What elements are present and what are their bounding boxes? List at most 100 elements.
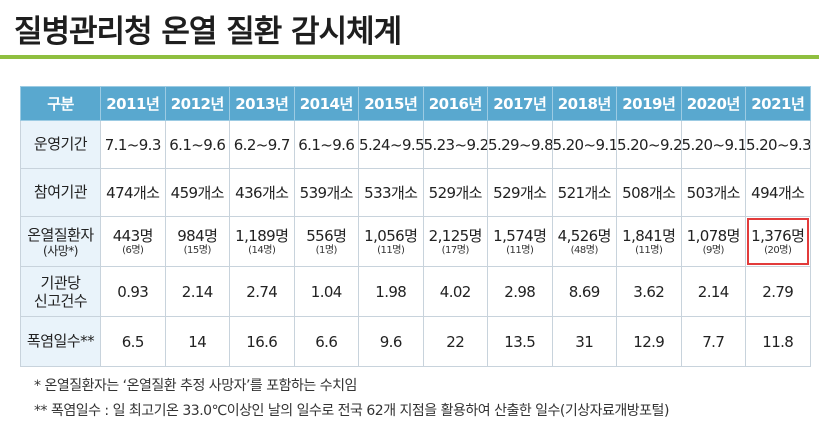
patient-count: 1,056명 xyxy=(364,226,418,245)
surveillance-table: 구분 2011년 2012년 2013년 2014년 2015년 2016년 2… xyxy=(20,86,811,367)
table-row-participating-institutions: 참여기관 474개소 459개소 436개소 539개소 533개소 529개소… xyxy=(20,168,811,217)
patient-count: 984명 xyxy=(177,226,218,245)
row-label-sub: (사망*) xyxy=(43,243,78,258)
row-label: 폭염일수** xyxy=(20,316,101,367)
title-divider xyxy=(0,55,819,59)
death-count: (17명) xyxy=(441,244,470,256)
table-cell: 459개소 xyxy=(164,168,230,217)
table-cell: 3.62 xyxy=(616,266,682,317)
highlighted-cell-2021: 1,376명 (20명) xyxy=(745,216,811,267)
table-cell: 1,574명 (11명) xyxy=(487,216,553,267)
death-count: (15명) xyxy=(183,244,212,256)
table-cell: 1,056명 (11명) xyxy=(358,216,424,267)
table-cell: 2.98 xyxy=(487,266,553,317)
table-cell: 7.1~9.3 xyxy=(100,120,166,169)
table-cell: 7.7 xyxy=(680,316,746,367)
table-cell: 436개소 xyxy=(229,168,295,217)
table-cell: 494개소 xyxy=(745,168,811,217)
table-row-operation-period: 운영기간 7.1~9.3 6.1~9.6 6.2~9.7 6.1~9.6 5.2… xyxy=(20,120,811,169)
table-cell: 6.1~9.6 xyxy=(293,120,359,169)
death-count: (11명) xyxy=(506,244,534,256)
table-cell: 5.24~9.5 xyxy=(358,120,424,169)
patient-count: 1,841명 xyxy=(622,226,676,245)
year-header: 2017년 xyxy=(487,86,553,121)
table-cell: 521개소 xyxy=(551,168,617,217)
table-cell: 0.93 xyxy=(100,266,166,317)
death-count: (20명) xyxy=(764,244,792,256)
table-cell: 5.20~9.20 xyxy=(616,120,682,169)
table-cell: 1,078명 (9명) xyxy=(680,216,746,267)
patient-count: 1,574명 xyxy=(493,226,547,245)
table-cell: 2,125명 (17명) xyxy=(422,216,488,267)
table-cell: 474개소 xyxy=(100,168,166,217)
death-count: (11명) xyxy=(377,244,405,256)
table-cell: 1,189명 (14명) xyxy=(229,216,295,267)
year-header: 2019년 xyxy=(616,86,682,121)
death-count: (9명) xyxy=(702,244,725,256)
table-row-heatwave-days: 폭염일수** 6.5 14 16.6 6.6 9.6 22 13.5 31 12… xyxy=(20,316,811,367)
table-cell: 4,526명 (48명) xyxy=(551,216,617,267)
row-label: 온열질환자 (사망*) xyxy=(20,216,101,267)
table-cell: 503개소 xyxy=(680,168,746,217)
death-count: (14명) xyxy=(248,244,276,256)
table-cell: 443명 (6명) xyxy=(100,216,166,267)
table-cell: 2.74 xyxy=(229,266,295,317)
patient-count: 1,376명 xyxy=(751,226,805,245)
table-cell: 2.79 xyxy=(745,266,811,317)
table-cell: 5.20~9.30 xyxy=(745,120,811,169)
table-cell: 984명 (15명) xyxy=(164,216,230,267)
patient-count: 1,189명 xyxy=(235,226,289,245)
year-header: 2018년 xyxy=(551,86,617,121)
patient-count: 443명 xyxy=(112,226,154,245)
table-row-reports-per-institution: 기관당 신고건수 0.93 2.14 2.74 1.04 1.98 4.02 2… xyxy=(20,266,811,317)
table-cell: 2.14 xyxy=(680,266,746,317)
footnote-2: ** 폭염일수 : 일 최고기온 33.0℃이상인 날의 일수로 전국 62개 … xyxy=(34,403,669,419)
row-label-line1: 기관당 xyxy=(40,273,81,292)
table-cell: 11.8 xyxy=(745,316,811,367)
year-header: 2020년 xyxy=(680,86,746,121)
year-header: 2011년 xyxy=(100,86,166,121)
death-count: (6명) xyxy=(122,244,144,256)
table-cell: 2.14 xyxy=(164,266,230,317)
table-cell: 5.23~9.21 xyxy=(422,120,488,169)
death-count: (11명) xyxy=(635,244,663,256)
table-cell: 16.6 xyxy=(229,316,295,367)
table-cell: 529개소 xyxy=(487,168,553,217)
year-header: 2016년 xyxy=(422,86,488,121)
row-label: 운영기간 xyxy=(20,120,101,169)
patient-count: 1,078명 xyxy=(686,226,741,245)
year-header: 2014년 xyxy=(293,86,359,121)
row-label-main: 온열질환자 xyxy=(27,225,94,244)
year-header: 2012년 xyxy=(164,86,230,121)
patient-count: 2,125명 xyxy=(428,226,483,245)
year-header: 2021년 xyxy=(745,86,811,121)
table-cell: 31 xyxy=(551,316,617,367)
row-label-line2: 신고건수 xyxy=(33,291,88,310)
table-cell: 529개소 xyxy=(422,168,488,217)
table-cell: 13.5 xyxy=(487,316,553,367)
patient-count: 4,526명 xyxy=(557,226,612,245)
table-cell: 6.5 xyxy=(100,316,166,367)
table-cell: 5.20~9.10 xyxy=(551,120,617,169)
table-cell: 8.69 xyxy=(551,266,617,317)
table-cell: 6.2~9.7 xyxy=(229,120,295,169)
table-row-heat-illness-patients: 온열질환자 (사망*) 443명 (6명) 984명 (15명) 1,189명 (14… xyxy=(20,216,811,267)
table-cell: 22 xyxy=(422,316,488,367)
year-header: 2015년 xyxy=(358,86,424,121)
year-header: 2013년 xyxy=(229,86,295,121)
table-cell: 508개소 xyxy=(616,168,682,217)
table-cell: 12.9 xyxy=(616,316,682,367)
death-count: (48명) xyxy=(570,244,599,256)
table-cell: 4.02 xyxy=(422,266,488,317)
table-cell: 1.04 xyxy=(293,266,359,317)
table-cell: 1.98 xyxy=(358,266,424,317)
page-title: 질병관리청 온열 질환 감시체계 xyxy=(14,14,402,50)
footnotes: * 온열질환자는 ‘온열질환 추정 사망자’를 포함하는 수치임 ** 폭염일수… xyxy=(34,374,669,424)
table-cell: 556명 (1명) xyxy=(293,216,359,267)
patient-count: 556명 xyxy=(306,226,347,245)
table-cell: 14 xyxy=(164,316,230,367)
death-count: (1명) xyxy=(315,244,338,256)
table-cell: 6.6 xyxy=(293,316,359,367)
table-cell: 539개소 xyxy=(293,168,359,217)
row-label: 참여기관 xyxy=(20,168,101,217)
